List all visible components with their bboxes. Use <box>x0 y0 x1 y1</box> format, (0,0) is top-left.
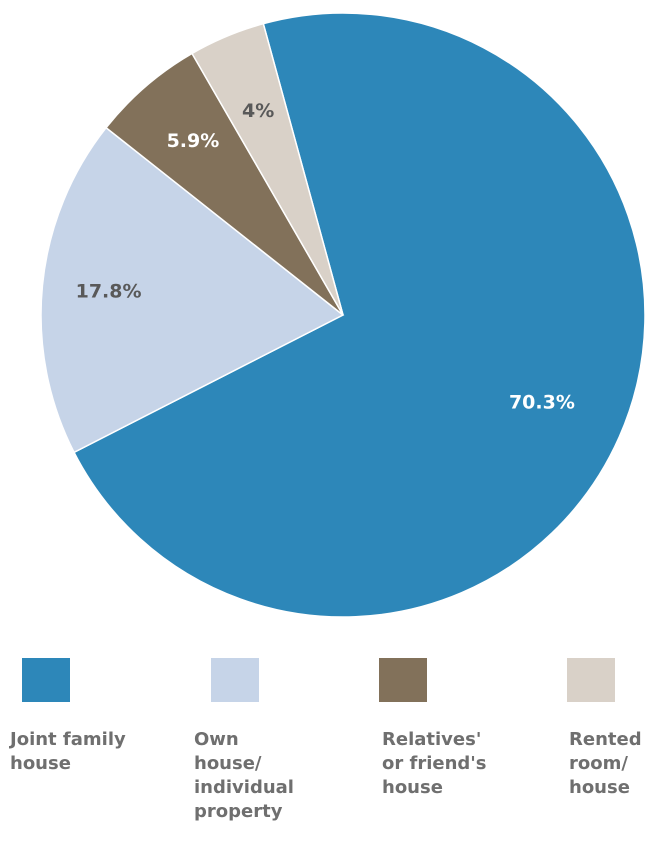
legend-swatch-relatives-house <box>379 658 427 702</box>
pie-slice-own-house <box>40 126 345 454</box>
legend-label-line: house <box>10 753 71 774</box>
legend-label-joint-family-house: Joint family house <box>10 728 160 776</box>
legend-label-own-house: Own house/individual property <box>194 728 344 824</box>
legend-label-line: house <box>569 777 630 798</box>
legend-label-relatives-house: Relatives' or friend's house <box>382 728 532 800</box>
pie-label-relatives-house: 5.9% <box>167 130 220 152</box>
legend-label-line: room/ <box>569 753 628 774</box>
legend-label-line: or friend's <box>382 753 487 774</box>
legend-label-line: Own <box>194 729 239 750</box>
legend-swatch-own-house <box>211 658 259 702</box>
legend-swatch-joint-family-house <box>22 658 70 702</box>
pie-label-joint-family-house: 70.3% <box>509 391 575 413</box>
pie-label-rented-room: 4% <box>242 100 274 122</box>
pie-slice-joint-family-house <box>73 12 646 618</box>
legend-label-line: Joint family <box>10 729 126 750</box>
legend-label-line: house/ <box>194 753 262 774</box>
legend-label-line: Relatives' <box>382 729 482 750</box>
pie-label-own-house: 17.8% <box>76 280 142 302</box>
legend-label-line: house <box>382 777 443 798</box>
legend-label-rented-room: Rented room/house <box>569 728 654 800</box>
legend-label-line: individual <box>194 777 294 798</box>
legend-label-line: property <box>194 801 283 822</box>
legend-swatch-rented-room <box>567 658 615 702</box>
pie-slice-rented-room <box>191 22 344 316</box>
legend-label-line: Rented <box>569 729 642 750</box>
